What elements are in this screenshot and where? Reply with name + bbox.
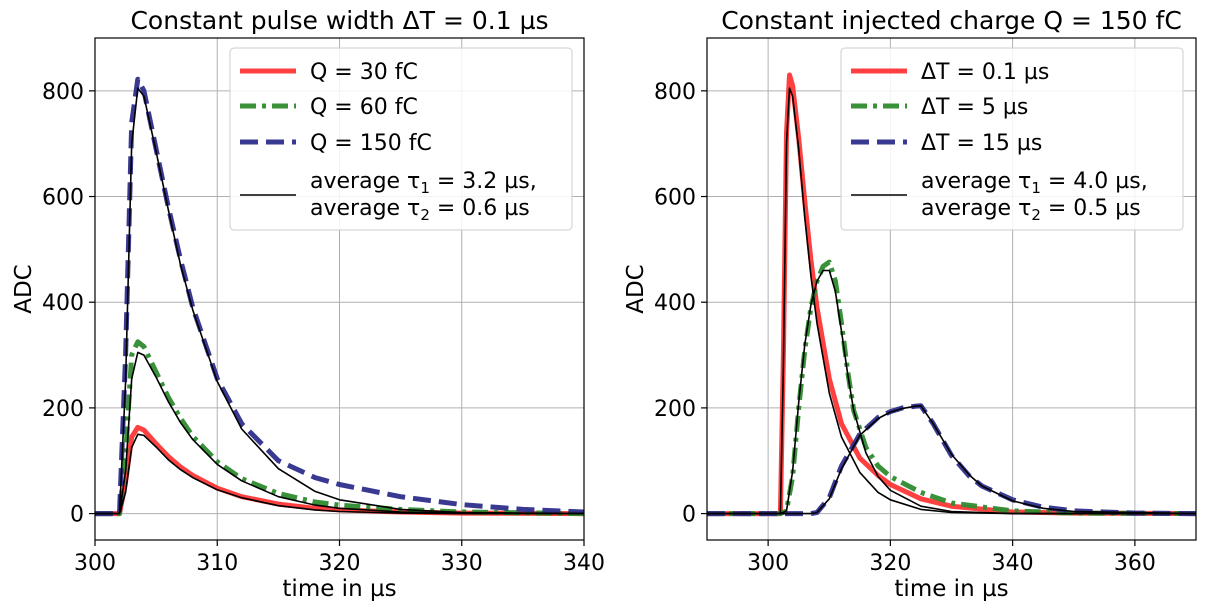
- series-group: [707, 72, 1196, 517]
- y-tick-label: 0: [70, 503, 84, 528]
- y-tick-label: 200: [42, 397, 84, 422]
- legend-label: Q = 60 fC: [310, 95, 418, 120]
- y-tick-label: 600: [42, 186, 84, 211]
- series-line: [95, 424, 584, 517]
- legend-label: ΔT = 15 µs: [921, 131, 1042, 156]
- x-tick-label: 360: [1114, 551, 1156, 576]
- chart-2: 300 320 340 360 0 200 400 600 800 Constant inject…: [623, 6, 1197, 602]
- legend-label: average τ1 = 3.2 µs,: [310, 169, 537, 197]
- y-tick-label: 200: [654, 397, 696, 422]
- legend-label: average τ1 = 4.0 µs,: [921, 169, 1148, 197]
- series-line: [95, 351, 584, 515]
- series-line: [95, 433, 584, 515]
- x-tick-label: 300: [747, 551, 789, 576]
- x-tick-label: 310: [196, 551, 238, 576]
- chart-title: Constant pulse width ΔT = 0.1 µs: [130, 6, 548, 35]
- legend-label: ΔT = 5 µs: [921, 95, 1028, 120]
- x-tick-label: 320: [869, 551, 911, 576]
- axes-frame: [706, 37, 1197, 541]
- legend-box: [840, 47, 1184, 231]
- chart-title: Constant injected charge Q = 150 fC: [721, 6, 1182, 35]
- series-line: [707, 269, 1196, 515]
- x-tick-label: 330: [441, 551, 483, 576]
- series-line: [707, 259, 1196, 517]
- series-line: [95, 339, 584, 517]
- chart-1: 300 310 320 330 340 0 200 400 600 800 Constant pul…: [11, 6, 605, 602]
- y-tick-label: 600: [654, 186, 696, 211]
- legend-label: ΔT = 0.1 µs: [921, 60, 1049, 85]
- y-tick-label: 400: [42, 291, 84, 316]
- y-tick-label: 0: [682, 503, 696, 528]
- legend-label: average τ2 = 0.6 µs: [310, 196, 530, 224]
- legend: ΔT = 0.1 µs ΔT = 5 µs ΔT = 15 µs average τ1…: [840, 47, 1184, 231]
- x-axis-label: time in µs: [894, 576, 1008, 602]
- y-tick-label: 400: [654, 291, 696, 316]
- legend: Q = 30 fC Q = 60 fC Q = 150 fC average τ1 =…: [229, 47, 573, 231]
- y-tick-label: 800: [42, 80, 84, 105]
- series-group: [95, 76, 584, 517]
- legend-label: Q = 30 fC: [310, 60, 418, 85]
- series-line: [707, 404, 1196, 515]
- x-tick-label: 320: [319, 551, 361, 576]
- series-line: [707, 87, 1196, 515]
- x-tick-label: 300: [74, 551, 116, 576]
- series-line: [95, 76, 584, 517]
- legend-label: average τ2 = 0.5 µs: [921, 196, 1141, 224]
- x-tick-label: 340: [563, 551, 605, 576]
- y-axis-label: ADC: [11, 264, 37, 314]
- y-axis-label: ADC: [623, 264, 649, 314]
- x-axis-label: time in µs: [282, 576, 396, 602]
- x-tick-label: 340: [992, 551, 1034, 576]
- series-line: [95, 87, 584, 515]
- legend-box: [229, 47, 573, 231]
- y-tick-label: 800: [654, 80, 696, 105]
- legend-label: Q = 150 fC: [310, 131, 432, 156]
